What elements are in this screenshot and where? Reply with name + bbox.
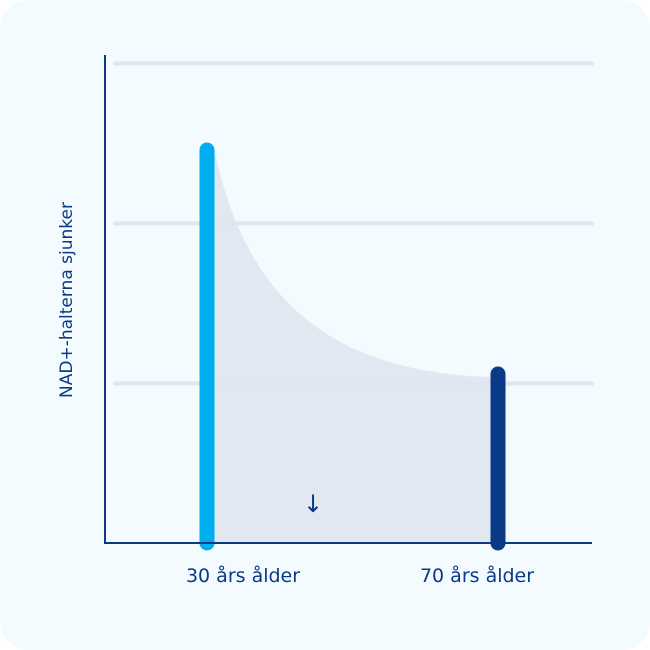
decline-area bbox=[214, 148, 491, 543]
y-axis-label: NAD+-halterna sjunker bbox=[57, 202, 77, 398]
x-tick-label-30: 30 års ålder bbox=[185, 565, 301, 587]
x-tick-label-70: 70 års ålder bbox=[419, 565, 535, 587]
down-arrow-annotation: ↓ bbox=[302, 490, 324, 518]
bar-base-1 bbox=[490, 535, 506, 543]
bar-base-0 bbox=[199, 535, 215, 543]
